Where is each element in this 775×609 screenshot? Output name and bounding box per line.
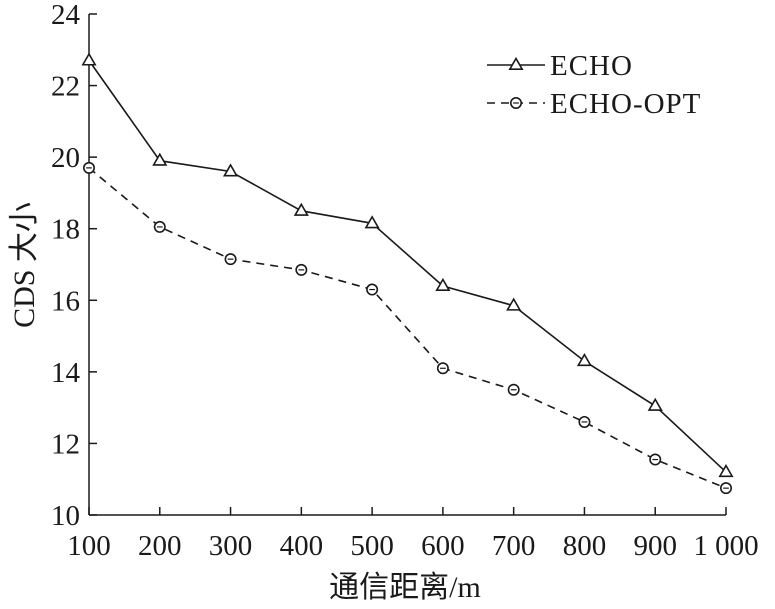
data-point-echo-opt-600: [436, 362, 449, 375]
x-tick-label: 500: [350, 530, 394, 562]
y-tick-label: 18: [51, 214, 80, 246]
x-tick-label: 300: [209, 530, 253, 562]
series-line-echo: [88, 60, 727, 473]
y-tick-label: 12: [51, 428, 80, 460]
data-point-echo-200: [152, 152, 168, 166]
data-point-echo-700: [506, 297, 522, 311]
x-tick-label: 1 000: [693, 530, 758, 562]
legend-label-echo: ECHO: [550, 50, 633, 82]
data-point-echo-opt-100: [83, 161, 96, 174]
data-point-echo-100: [81, 52, 97, 66]
x-tick-label: 900: [633, 530, 677, 562]
data-point-echo-opt-900: [649, 453, 662, 466]
x-tick-label: 400: [280, 530, 324, 562]
data-point-echo-opt-800: [578, 415, 591, 428]
data-point-echo-opt-500: [366, 283, 379, 296]
legend-marker-echo: [508, 56, 524, 71]
axes: 10 12 14 16 18 20 22 24 100 200 300 400 500 600 700 800…: [51, 0, 759, 562]
x-axis-label: 通信距离/m: [329, 571, 481, 604]
x-tick-label: 800: [563, 530, 607, 562]
data-point-echo-500: [364, 215, 380, 229]
y-tick-label: 22: [51, 71, 80, 103]
data-point-echo-opt-300: [224, 253, 237, 266]
data-point-echo-600: [435, 277, 451, 291]
x-tick-label: 100: [67, 530, 111, 562]
series-line-echo-opt: [88, 167, 727, 489]
data-point-echo-800: [576, 353, 593, 367]
legend-marker-echo-opt: [509, 97, 522, 110]
data-point-echo-400: [293, 202, 309, 216]
data-point-echo-1000: [718, 463, 734, 478]
legend-label-echo-opt: ECHO-OPT: [550, 88, 701, 120]
y-tick-label: 14: [51, 357, 81, 389]
series-layer: [81, 52, 734, 495]
y-tick-label: 16: [51, 285, 80, 317]
data-point-echo-opt-1000: [719, 482, 732, 495]
data-point-echo-opt-400: [295, 263, 308, 276]
data-point-echo-300: [222, 163, 239, 177]
y-tick-label: 20: [51, 142, 80, 174]
y-axis-label: CDS 大小: [8, 202, 41, 328]
x-tick-label: 200: [138, 530, 182, 562]
y-tick-label: 24: [51, 0, 81, 31]
legend: ECHO ECHO-OPT: [487, 50, 701, 120]
data-point-echo-opt-200: [153, 220, 166, 233]
data-point-echo-opt-700: [507, 383, 520, 396]
data-point-echo-900: [647, 397, 663, 411]
x-tick-label: 700: [492, 530, 536, 562]
y-tick-label: 10: [51, 500, 80, 532]
x-tick-label: 600: [421, 530, 465, 562]
